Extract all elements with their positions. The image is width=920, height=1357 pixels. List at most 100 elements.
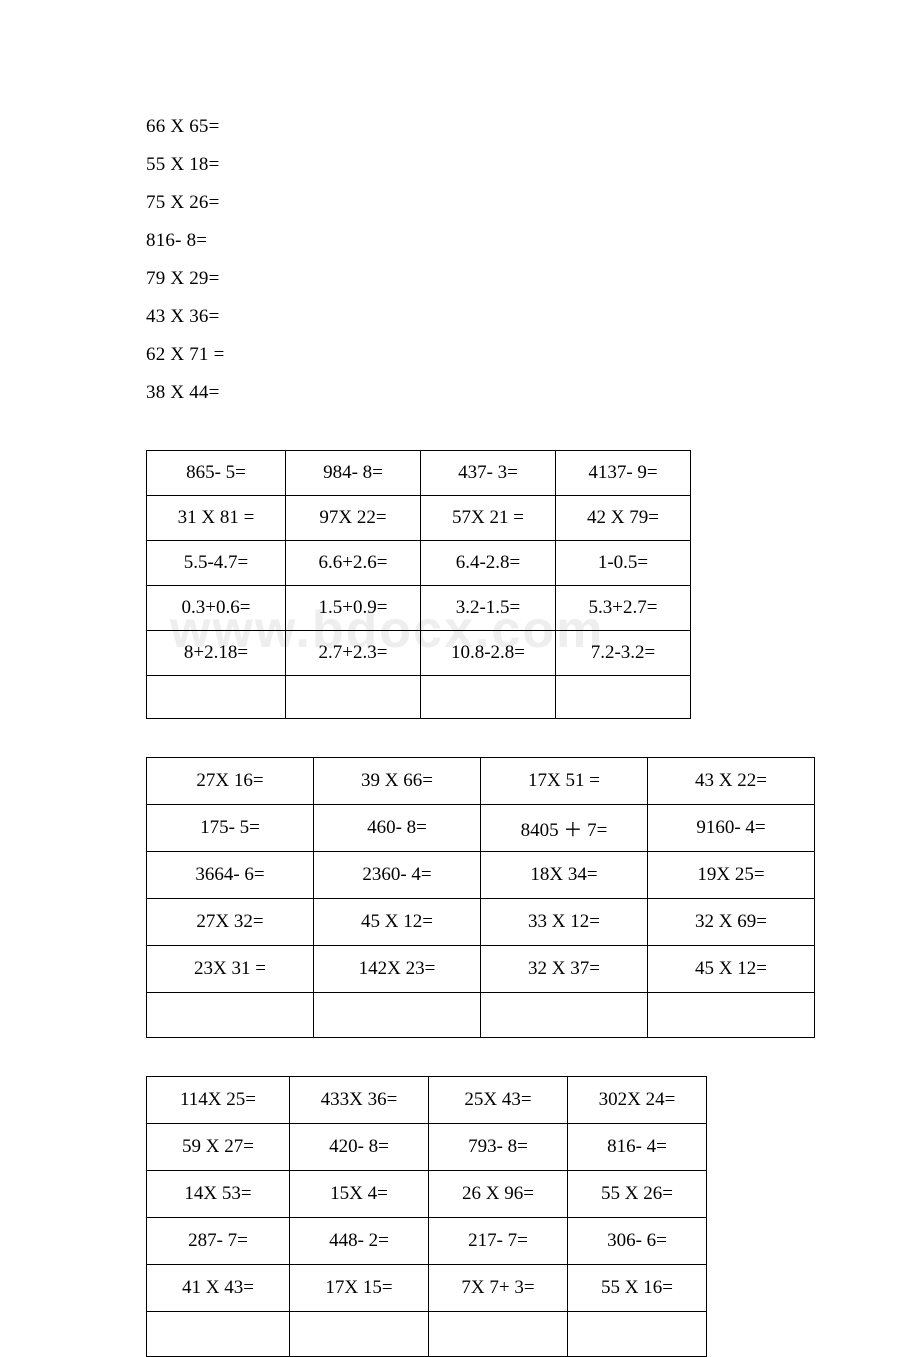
table-cell: 984- 8=	[286, 451, 421, 496]
table-cell: 5.3+2.7=	[556, 586, 691, 631]
table-cell: 33 X 12=	[481, 899, 648, 946]
table-cell: 23X 31 =	[147, 946, 314, 993]
table-cell: 45 X 12=	[648, 946, 815, 993]
table-cell	[314, 993, 481, 1038]
table-cell: 6.4-2.8=	[421, 541, 556, 586]
table-cell	[147, 1312, 290, 1357]
table-row: 865- 5= 984- 8= 437- 3= 4137- 9=	[147, 451, 691, 496]
table-cell: 9160- 4=	[648, 805, 815, 852]
table-cell: 32 X 37=	[481, 946, 648, 993]
table-row: 27X 16= 39 X 66= 17X 51 = 43 X 22=	[147, 758, 815, 805]
table-cell: 18X 34=	[481, 852, 648, 899]
table-row: 287- 7= 448- 2= 217- 7= 306- 6=	[147, 1218, 707, 1265]
table-cell	[568, 1312, 707, 1357]
table-cell: 0.3+0.6=	[147, 586, 286, 631]
table-row	[147, 993, 815, 1038]
table-cell: 17X 15=	[290, 1265, 429, 1312]
table-cell: 39 X 66=	[314, 758, 481, 805]
table-cell: 43 X 22=	[648, 758, 815, 805]
table-cell: 19X 25=	[648, 852, 815, 899]
table-cell: 57X 21 =	[421, 496, 556, 541]
table-cell	[556, 676, 691, 719]
table-cell: 59 X 27=	[147, 1124, 290, 1171]
table-cell: 142X 23=	[314, 946, 481, 993]
table-cell: 2360- 4=	[314, 852, 481, 899]
table-row: 175- 5= 460- 8= 8405 ＋ 7= 9160- 4=	[147, 805, 815, 852]
table-cell: 10.8-2.8=	[421, 631, 556, 676]
table-row: 3664- 6= 2360- 4= 18X 34= 19X 25=	[147, 852, 815, 899]
table-cell: 15X 4=	[290, 1171, 429, 1218]
table-row: 14X 53= 15X 4= 26 X 96= 55 X 26=	[147, 1171, 707, 1218]
table-cell: 793- 8=	[429, 1124, 568, 1171]
table-cell: 55 X 26=	[568, 1171, 707, 1218]
table-cell: 41 X 43=	[147, 1265, 290, 1312]
table-cell: 7X 7+ 3=	[429, 1265, 568, 1312]
list-item: 75 X 26=	[146, 184, 920, 222]
table-cell: 460- 8=	[314, 805, 481, 852]
table-row	[147, 676, 691, 719]
table-cell: 6.6+2.6=	[286, 541, 421, 586]
list-item: 55 X 18=	[146, 146, 920, 184]
table-cell	[481, 993, 648, 1038]
table-cell: 32 X 69=	[648, 899, 815, 946]
table-row: 5.5-4.7= 6.6+2.6= 6.4-2.8= 1-0.5=	[147, 541, 691, 586]
table-cell: 27X 32=	[147, 899, 314, 946]
table-cell	[421, 676, 556, 719]
table-cell: 420- 8=	[290, 1124, 429, 1171]
table-cell: 1.5+0.9=	[286, 586, 421, 631]
list-item: 816- 8=	[146, 222, 920, 260]
table-row: 23X 31 = 142X 23= 32 X 37= 45 X 12=	[147, 946, 815, 993]
document-page: 66 X 65= 55 X 18= 75 X 26= 816- 8= 79 X …	[0, 0, 920, 1357]
table-row	[147, 1312, 707, 1357]
table-cell: 31 X 81 =	[147, 496, 286, 541]
list-item: 38 X 44=	[146, 374, 920, 412]
table-cell: 287- 7=	[147, 1218, 290, 1265]
table-cell: 816- 4=	[568, 1124, 707, 1171]
table-cell: 3.2-1.5=	[421, 586, 556, 631]
table-cell: 4137- 9=	[556, 451, 691, 496]
table-cell: 865- 5=	[147, 451, 286, 496]
table-cell: 2.7+2.3=	[286, 631, 421, 676]
table-cell	[147, 993, 314, 1038]
table-cell	[286, 676, 421, 719]
table-row: 8+2.18= 2.7+2.3= 10.8-2.8= 7.2-3.2=	[147, 631, 691, 676]
list-item: 62 X 71 =	[146, 336, 920, 374]
equation-table-1: 865- 5= 984- 8= 437- 3= 4137- 9= 31 X 81…	[146, 450, 691, 719]
table-cell: 114X 25=	[147, 1077, 290, 1124]
table-cell	[147, 676, 286, 719]
table-row: 59 X 27= 420- 8= 793- 8= 816- 4=	[147, 1124, 707, 1171]
equation-table-2: 27X 16= 39 X 66= 17X 51 = 43 X 22= 175- …	[146, 757, 815, 1038]
table-cell: 42 X 79=	[556, 496, 691, 541]
list-item: 43 X 36=	[146, 298, 920, 336]
table-cell	[648, 993, 815, 1038]
equation-list: 66 X 65= 55 X 18= 75 X 26= 816- 8= 79 X …	[146, 108, 920, 412]
equation-table-3: 114X 25= 433X 36= 25X 43= 302X 24= 59 X …	[146, 1076, 707, 1357]
table-cell: 175- 5=	[147, 805, 314, 852]
table-cell: 5.5-4.7=	[147, 541, 286, 586]
table-cell: 1-0.5=	[556, 541, 691, 586]
list-item: 79 X 29=	[146, 260, 920, 298]
table-cell: 17X 51 =	[481, 758, 648, 805]
table-row: 0.3+0.6= 1.5+0.9= 3.2-1.5= 5.3+2.7=	[147, 586, 691, 631]
table-cell: 8405 ＋ 7=	[481, 805, 648, 852]
table-cell: 55 X 16=	[568, 1265, 707, 1312]
table-cell: 7.2-3.2=	[556, 631, 691, 676]
table-cell: 217- 7=	[429, 1218, 568, 1265]
table-cell: 448- 2=	[290, 1218, 429, 1265]
table-cell: 45 X 12=	[314, 899, 481, 946]
table-cell: 14X 53=	[147, 1171, 290, 1218]
table-cell: 3664- 6=	[147, 852, 314, 899]
table-cell: 8+2.18=	[147, 631, 286, 676]
table-cell: 433X 36=	[290, 1077, 429, 1124]
table-row: 41 X 43= 17X 15= 7X 7+ 3= 55 X 16=	[147, 1265, 707, 1312]
table-row: 31 X 81 = 97X 22= 57X 21 = 42 X 79=	[147, 496, 691, 541]
table-cell: 302X 24=	[568, 1077, 707, 1124]
table-cell	[429, 1312, 568, 1357]
table-cell: 437- 3=	[421, 451, 556, 496]
table-cell	[290, 1312, 429, 1357]
table-cell: 25X 43=	[429, 1077, 568, 1124]
table-cell: 26 X 96=	[429, 1171, 568, 1218]
table-cell: 27X 16=	[147, 758, 314, 805]
table-cell: 97X 22=	[286, 496, 421, 541]
table-row: 27X 32= 45 X 12= 33 X 12= 32 X 69=	[147, 899, 815, 946]
